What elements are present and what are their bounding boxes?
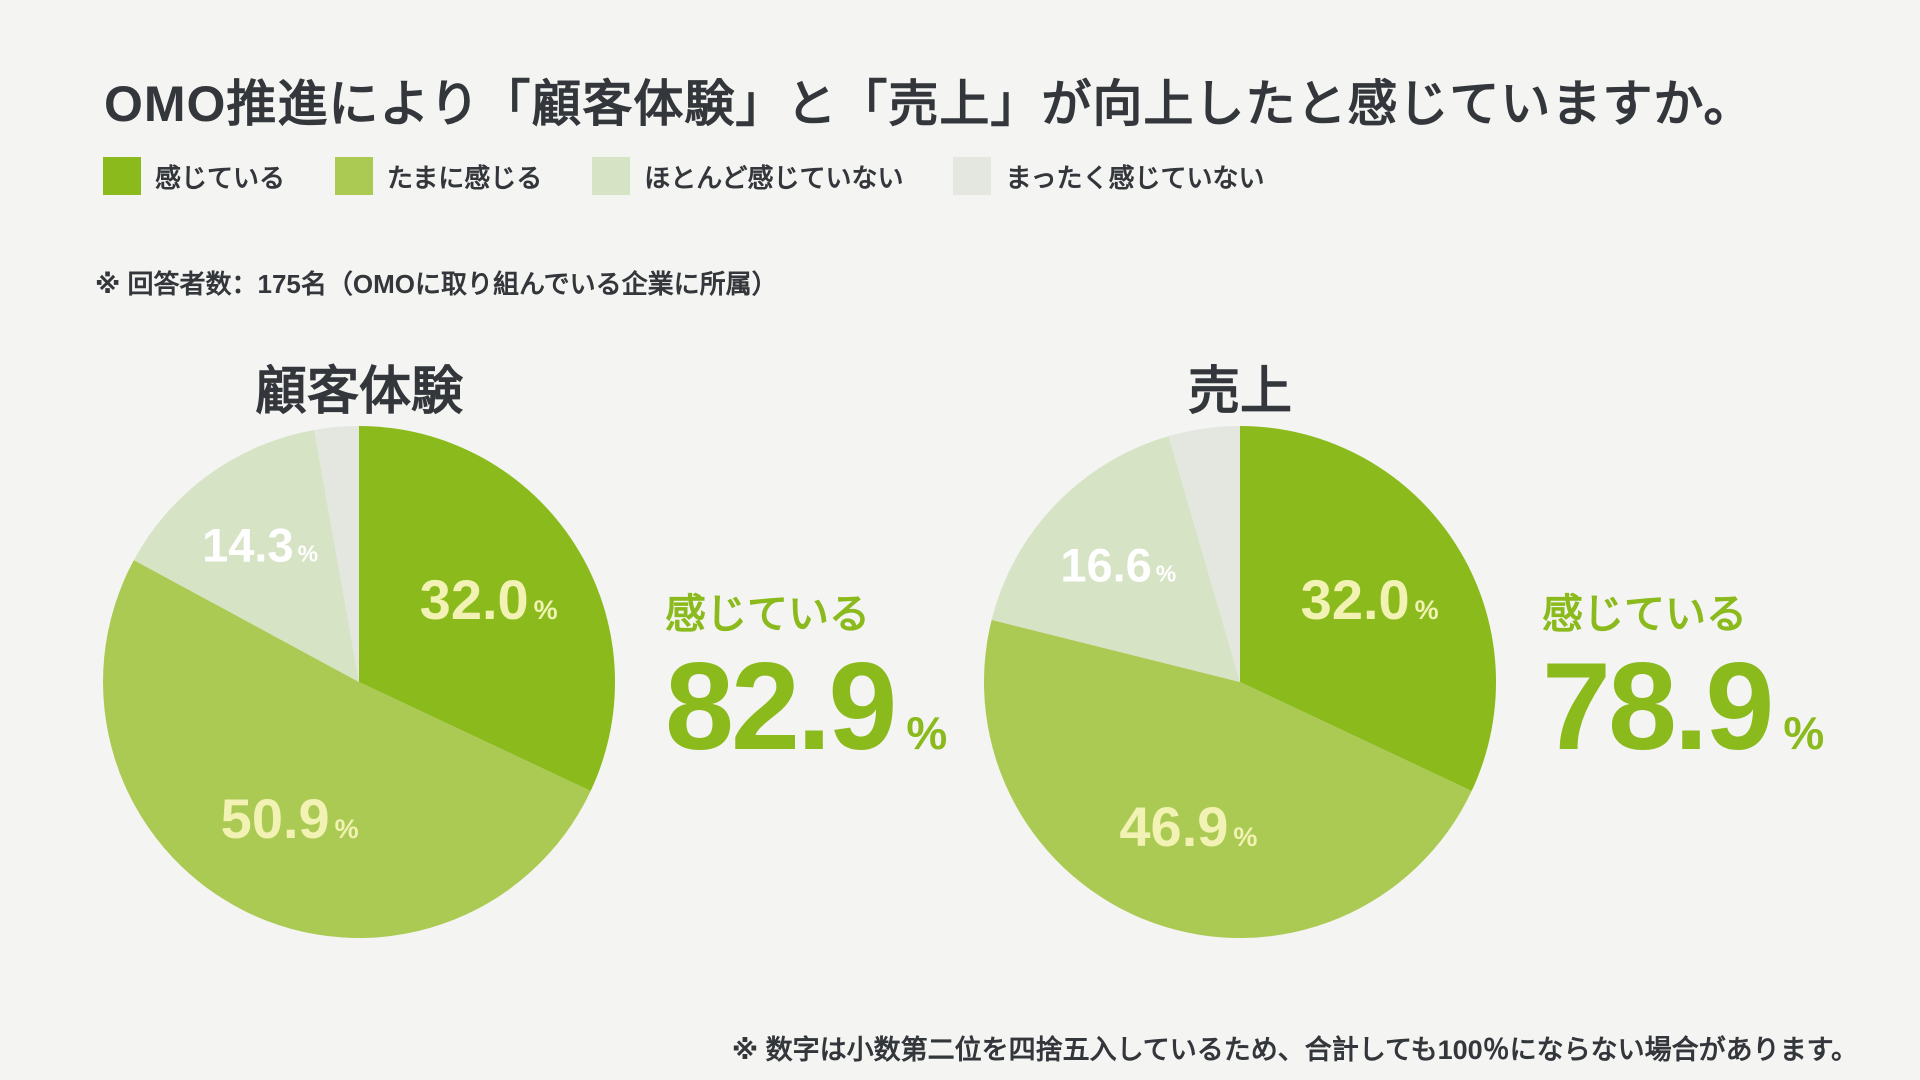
pie-slice-value: 46.9	[1119, 794, 1229, 858]
pie-slice-label-2: 16.6%	[1060, 541, 1176, 588]
pie-slice-value: 32.0	[419, 567, 529, 631]
pie-customer-experience: 32.0% 50.9% 14.3%	[103, 426, 615, 938]
summary-value: 78.9 %	[1542, 638, 1825, 776]
legend-label: まったく感じていない	[1005, 162, 1265, 193]
pie-slice-value: 32.0	[1300, 567, 1410, 631]
summary-number: 78.9	[1542, 638, 1774, 776]
pie-svg	[984, 426, 1496, 938]
percent-sign: %	[1233, 821, 1258, 852]
summary-value: 82.9 %	[665, 638, 948, 776]
percent-sign: %	[297, 540, 319, 567]
percent-sign: %	[906, 707, 948, 759]
pie-slice-2	[133, 429, 359, 682]
pie-slice-1	[103, 560, 591, 938]
summary-label: 感じている	[1542, 591, 1747, 637]
pie-slice-2	[991, 436, 1240, 682]
pie-slice-value: 14.3	[202, 518, 294, 572]
pie-slice-label-0: 32.0%	[419, 567, 558, 631]
pie-sales: 32.0% 46.9% 16.6%	[984, 426, 1496, 938]
summary-number: 82.9	[665, 638, 897, 776]
pie-svg	[103, 426, 615, 938]
chart-title-sales: 売上	[1187, 363, 1292, 421]
pie-slice-0	[359, 426, 615, 791]
legend-swatch-icon	[335, 157, 374, 195]
pie-slice-0	[1240, 426, 1496, 791]
percent-sign: %	[334, 814, 359, 845]
legend-swatch-icon	[103, 157, 141, 195]
pie-slice-label-1: 46.9%	[1119, 794, 1258, 858]
summary-customer-experience: 感じている 82.9 %	[665, 580, 947, 770]
pie-slice-value: 50.9	[220, 787, 330, 851]
legend-item-0: 感じている	[103, 157, 285, 195]
pie-slice-3	[314, 426, 359, 682]
pie-slice-1	[984, 619, 1472, 938]
legend-label: たまに感じる	[387, 162, 543, 193]
legend-item-3: まったく感じていない	[953, 157, 1264, 195]
respondents-note: ※ 回答者数：175名（OMOに取り組んでいる企業に所属）	[95, 269, 778, 299]
chart-title-customer-experience: 顧客体験	[254, 363, 463, 421]
legend-swatch-icon	[592, 157, 631, 195]
summary-sales: 感じている 78.9 %	[1542, 580, 1824, 770]
legend-swatch-icon	[953, 157, 992, 195]
legend-label: 感じている	[155, 162, 286, 193]
pie-slice-3	[1168, 426, 1240, 682]
pie-slice-label-1: 50.9%	[221, 791, 359, 847]
pie-chart-customer-experience: 顧客体験 32.0% 50.9% 14.3%	[103, 364, 615, 938]
percent-sign: %	[1414, 594, 1439, 625]
pie-slice-label-2: 14.3%	[202, 521, 318, 568]
page-title: OMO推進により「顧客体験」と「売上」が向上したと感じていますか。	[104, 75, 1755, 132]
percent-sign: %	[1155, 560, 1177, 587]
legend-item-2: ほとんど感じていない	[592, 157, 903, 195]
pie-slice-value: 16.6	[1060, 538, 1152, 592]
summary-label: 感じている	[665, 591, 870, 637]
percent-sign: %	[1783, 707, 1825, 759]
legend-item-1: たまに感じる	[335, 157, 542, 195]
pie-slice-label-0: 32.0%	[1300, 567, 1439, 631]
legend: 感じている たまに感じる ほとんど感じていない まったく感じていない	[103, 157, 1264, 195]
rounding-note: ※ 数字は小数第二位を四捨五入しているため、合計しても100％にならない場合があ…	[731, 1035, 1858, 1065]
legend-label: ほとんど感じていない	[644, 162, 904, 193]
percent-sign: %	[533, 594, 558, 625]
pie-chart-sales: 売上 32.0% 46.9% 16.6%	[984, 364, 1496, 938]
